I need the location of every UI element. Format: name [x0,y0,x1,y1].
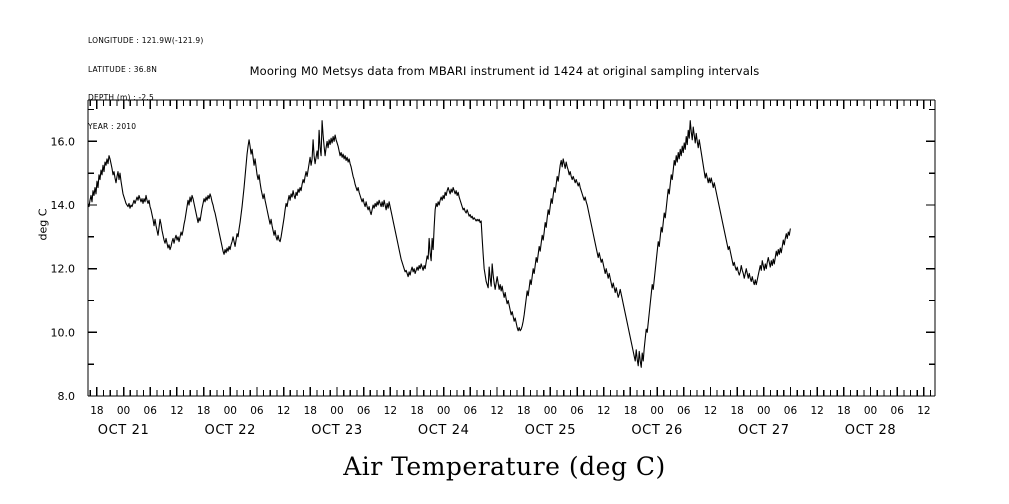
svg-text:12: 12 [384,405,397,417]
svg-text:18: 18 [517,405,530,417]
metadata-year: YEAR : 2010 [88,121,137,131]
svg-text:OCT 22: OCT 22 [205,423,257,438]
svg-text:18: 18 [837,405,850,417]
svg-text:12: 12 [597,405,610,417]
svg-text:OCT 24: OCT 24 [418,423,470,438]
svg-text:00: 00 [757,405,770,417]
chart-title: Mooring M0 Metsys data from MBARI instru… [249,64,760,78]
plot-axes [87,99,936,397]
svg-text:18: 18 [197,405,210,417]
svg-text:00: 00 [544,405,557,417]
svg-text:OCT 28: OCT 28 [845,423,897,438]
svg-text:12: 12 [810,405,823,417]
svg-text:18: 18 [730,405,743,417]
svg-text:18: 18 [90,405,103,417]
y-axis-label: deg C [36,208,50,241]
svg-text:12: 12 [277,405,290,417]
svg-text:12: 12 [490,405,503,417]
svg-text:OCT 26: OCT 26 [631,423,683,438]
svg-text:12: 12 [170,405,183,417]
axis-tick-labels: 8.0 10.0 12.0 14.0 16.0 18 00 06 12 18 00 06 12 18 00 0… [51,135,931,438]
svg-text:18: 18 [304,405,317,417]
metadata-block: LONGITUDE : 121.9W(-121.9) LATITUDE : 36… [88,17,203,150]
svg-text:06: 06 [891,405,905,417]
svg-text:00: 00 [650,405,663,417]
svg-text:00: 00 [224,405,237,417]
metadata-depth: DEPTH (m) : -2.5 [88,93,154,102]
svg-text:00: 00 [330,405,343,417]
x-axis-title: Air Temperature (deg C) [343,452,666,481]
svg-text:06: 06 [144,405,158,417]
svg-text:18: 18 [624,405,637,417]
svg-text:06: 06 [677,405,691,417]
svg-text:06: 06 [570,405,584,417]
svg-text:12: 12 [704,405,717,417]
svg-text:12: 12 [917,405,930,417]
svg-text:00: 00 [864,405,877,417]
metadata-latitude: LATITUDE : 36.8N [88,64,158,74]
metadata-longitude: LONGITUDE : 121.9W(-121.9) [88,36,204,45]
svg-text:06: 06 [784,405,798,417]
svg-text:OCT 25: OCT 25 [525,423,577,438]
svg-text:18: 18 [410,405,423,417]
svg-text:00: 00 [117,405,130,417]
svg-text:OCT 27: OCT 27 [738,423,790,438]
svg-text:06: 06 [464,405,478,417]
svg-text:12.0: 12.0 [51,263,76,276]
svg-text:00: 00 [437,405,450,417]
svg-text:OCT 23: OCT 23 [311,423,363,438]
svg-text:10.0: 10.0 [51,326,76,339]
svg-text:16.0: 16.0 [51,135,76,148]
data-series-lines [87,120,791,368]
svg-text:06: 06 [250,405,264,417]
svg-text:14.0: 14.0 [51,199,76,212]
svg-text:06: 06 [357,405,371,417]
svg-text:8.0: 8.0 [58,390,76,403]
svg-text:OCT 21: OCT 21 [98,423,150,438]
axis-ticks [88,100,935,397]
